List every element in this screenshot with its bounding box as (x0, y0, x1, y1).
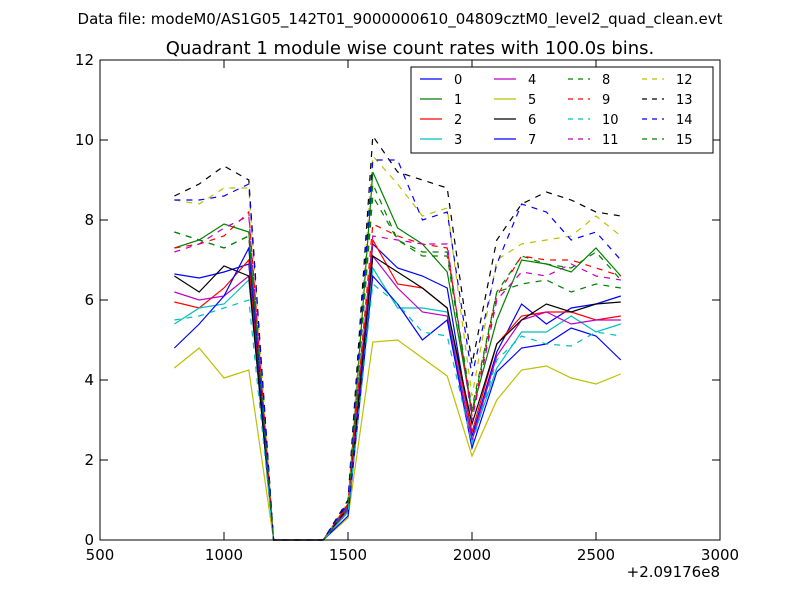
legend-label-11: 11 (602, 133, 619, 148)
series-line-13 (174, 134, 621, 541)
x-tick-label: 3000 (701, 546, 739, 564)
legend-label-2: 2 (454, 113, 462, 128)
series-line-1 (174, 171, 622, 541)
series-line-12 (174, 154, 622, 541)
series-line-7 (173, 245, 622, 541)
legend-label-1: 1 (454, 93, 462, 108)
y-tick-label: 4 (84, 371, 94, 389)
series-line-14 (174, 159, 622, 541)
legend-label-10: 10 (602, 113, 619, 128)
x-tick-label: 1000 (205, 546, 243, 564)
series-line-8 (174, 193, 622, 541)
series-line-11 (174, 215, 621, 541)
series-layer (173, 134, 622, 541)
legend-label-9: 9 (602, 93, 610, 108)
suptitle: Data file: modeM0/AS1G05_142T01_90000006… (78, 10, 723, 29)
series-line-15 (174, 183, 621, 541)
series-line-6 (174, 254, 621, 541)
legend-label-3: 3 (454, 133, 462, 148)
y-tick-label: 0 (84, 531, 94, 549)
legend-label-13: 13 (676, 93, 693, 108)
y-tick-label: 8 (84, 211, 94, 229)
series-line-4 (174, 254, 621, 541)
legend-label-8: 8 (602, 73, 610, 88)
x-tick-label: 1500 (329, 546, 367, 564)
chart-title: Quadrant 1 module wise count rates with … (166, 38, 655, 59)
y-tick-label: 10 (75, 131, 94, 149)
legend-label-14: 14 (676, 113, 693, 128)
y-tick-label: 12 (75, 51, 94, 69)
x-tick-label: 500 (86, 546, 115, 564)
series-line-2 (174, 238, 621, 541)
series-line-10 (174, 282, 621, 541)
x-offset-label: +2.09176e8 (627, 563, 720, 581)
legend-label-5: 5 (528, 93, 536, 108)
x-tick-label: 2000 (453, 546, 491, 564)
legend-label-0: 0 (454, 73, 462, 88)
legend-label-7: 7 (528, 133, 536, 148)
series-line-3 (174, 266, 621, 541)
series-line-9 (174, 210, 621, 541)
y-tick-label: 6 (84, 291, 94, 309)
y-tick-label: 2 (84, 451, 94, 469)
legend-label-15: 15 (676, 133, 693, 148)
legend-label-12: 12 (676, 73, 693, 88)
x-tick-label: 2500 (577, 546, 615, 564)
series-line-5 (174, 339, 622, 541)
legend-label-4: 4 (528, 73, 536, 88)
legend-label-6: 6 (528, 113, 536, 128)
